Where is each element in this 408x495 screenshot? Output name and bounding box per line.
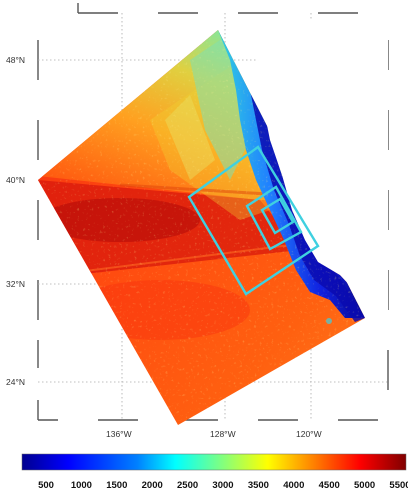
lon-label-136w: 136°W xyxy=(106,429,132,439)
colorbar-tick-label: 2500 xyxy=(177,480,198,491)
latitude-labels: 48°N 40°N 32°N 24°N xyxy=(6,55,25,387)
nested-domains xyxy=(187,145,320,296)
colorbar-tick-label: 1500 xyxy=(106,480,127,491)
lon-label-128w: 128°W xyxy=(210,429,236,439)
colorbar-tick-label: 4000 xyxy=(283,480,304,491)
colorbar-tick-label: 5000 xyxy=(354,480,375,491)
colorbar-gradient xyxy=(21,453,407,471)
colorbar-tick-label: 5500 xyxy=(389,480,408,491)
colorbar-tick-label: 500 xyxy=(38,480,54,491)
land-mask xyxy=(250,20,388,318)
lon-label-120w: 120°W xyxy=(296,429,322,439)
lat-label-48n: 48°N xyxy=(6,55,25,65)
lat-label-40n: 40°N xyxy=(6,175,25,185)
colorbar: 500 1000 1500 2000 2500 3000 3500 4000 4500 5000 5… xyxy=(21,453,408,491)
lat-label-24n: 24°N xyxy=(6,377,25,387)
colorbar-tick-label: 1000 xyxy=(71,480,92,491)
colorbar-tick-labels: 500 1000 1500 2000 2500 3000 3500 4000 4500 5000 5… xyxy=(38,480,408,491)
longitude-labels: 136°W 128°W 120°W xyxy=(106,429,322,439)
middle-domain-box xyxy=(245,185,303,251)
colorbar-tick-label: 4500 xyxy=(319,480,340,491)
island-marker xyxy=(326,318,332,324)
outer-domain-box xyxy=(187,145,320,296)
colorbar-tick-label: 3500 xyxy=(248,480,269,491)
colorbar-tick-label: 3000 xyxy=(212,480,233,491)
inner-domain-box xyxy=(260,197,295,235)
colorbar-tick-label: 2000 xyxy=(142,480,163,491)
lat-label-32n: 32°N xyxy=(6,279,25,289)
